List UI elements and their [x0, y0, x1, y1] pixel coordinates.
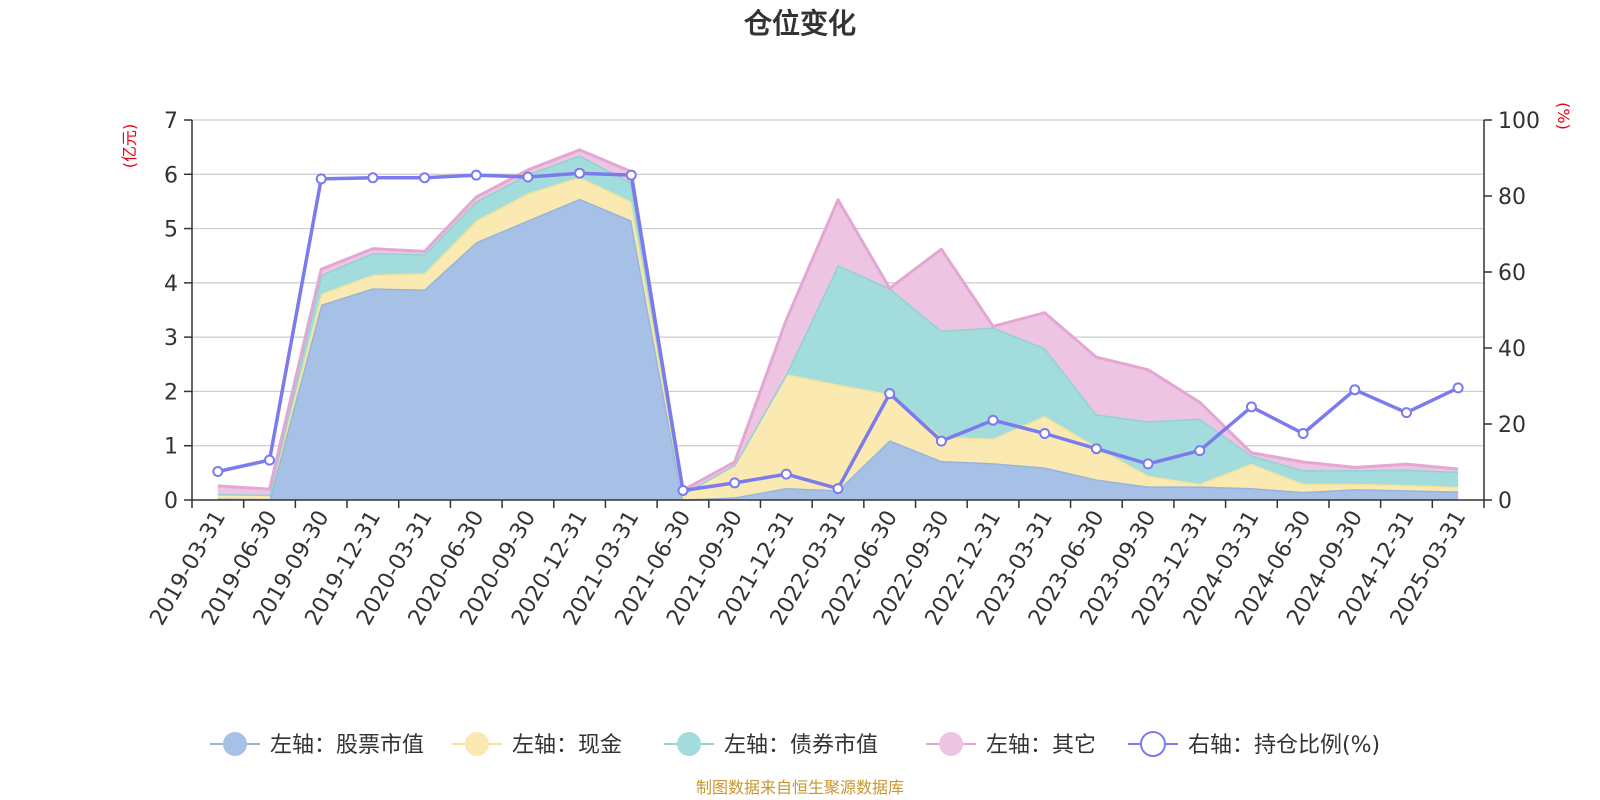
- left-axis-tick-label: 7: [164, 109, 178, 134]
- left-axis-tick-label: 5: [164, 218, 178, 243]
- position-ratio-point: [1142, 458, 1154, 470]
- data-source-note: 制图数据来自恒生聚源数据库: [696, 778, 904, 797]
- legend-label: 左轴：现金: [512, 733, 622, 758]
- area-series-edge: [217, 153, 1459, 497]
- position-ratio-point: [419, 172, 431, 184]
- left-axis-tick-label: 2: [164, 380, 178, 405]
- area-series: [217, 198, 1459, 500]
- right-axis-tick-label: 0: [1498, 489, 1512, 514]
- stacked-areas: [217, 148, 1459, 501]
- area-series: [217, 177, 1459, 500]
- chart-title: 仓位变化: [744, 7, 856, 40]
- area-series-edge: [217, 148, 1459, 492]
- legend-marker: [1140, 731, 1166, 757]
- legend-marker: [939, 732, 963, 756]
- legend-label: 左轴：债券市值: [724, 733, 878, 758]
- legend-marker: [677, 732, 701, 756]
- position-ratio-point: [574, 167, 586, 179]
- right-axis-tick-label: 80: [1498, 185, 1526, 210]
- left-axis-tick-label: 4: [164, 272, 178, 297]
- right-axis-tick-label: 60: [1498, 261, 1526, 286]
- position-ratio-point: [729, 477, 741, 489]
- position-ratio-point: [677, 485, 689, 496]
- legend-marker: [465, 732, 489, 756]
- position-ratio-point: [212, 466, 224, 477]
- left-axis-tick-label: 3: [164, 326, 178, 351]
- position-ratio-point: [1245, 401, 1257, 413]
- position-ratio-point: [367, 172, 379, 184]
- position-ratio-point: [1452, 382, 1464, 394]
- position-ratio-point: [315, 173, 327, 185]
- left-axis-tick-label: 0: [164, 489, 178, 514]
- position-ratio-point: [1090, 443, 1102, 455]
- position-ratio-point: [832, 483, 844, 495]
- left-axis-tick-label: 1: [164, 435, 178, 460]
- position-ratio-point: [1194, 445, 1206, 457]
- legend-label: 左轴：其它: [986, 733, 1096, 758]
- left-axis-tick-label: 6: [164, 163, 178, 188]
- position-ratio-point: [264, 454, 276, 466]
- position-ratio-point: [884, 388, 896, 400]
- position-ratio-point: [1400, 407, 1412, 419]
- legend-label: 右轴：持仓比例(%): [1188, 733, 1380, 758]
- left-axis-unit: (亿元): [120, 124, 139, 169]
- position-ratio-line: [212, 167, 1464, 496]
- position-ratio-point: [1039, 428, 1051, 439]
- position-ratio-point: [625, 169, 637, 181]
- legend-label: 左轴：股票市值: [270, 733, 424, 758]
- legend-marker: [223, 732, 247, 756]
- area-series: [217, 155, 1459, 495]
- right-axis-tick-label: 100: [1498, 109, 1540, 134]
- right-axis-unit: (%): [1554, 102, 1573, 130]
- position-ratio-point: [1297, 428, 1309, 439]
- position-ratio-point: [935, 435, 947, 447]
- position-ratio-point: [780, 468, 792, 480]
- position-ratio-point: [522, 171, 534, 183]
- right-axis-tick-label: 40: [1498, 337, 1526, 362]
- position-ratio-point: [470, 169, 482, 181]
- position-ratio-point: [1349, 384, 1361, 396]
- position-ratio-point: [987, 414, 999, 426]
- right-axis-tick-label: 20: [1498, 413, 1526, 438]
- area-series: [217, 149, 1459, 495]
- legend: 左轴：股票市值 左轴：现金 左轴：债券市值 左轴：其它 右轴：持仓比例(%): [210, 731, 1380, 758]
